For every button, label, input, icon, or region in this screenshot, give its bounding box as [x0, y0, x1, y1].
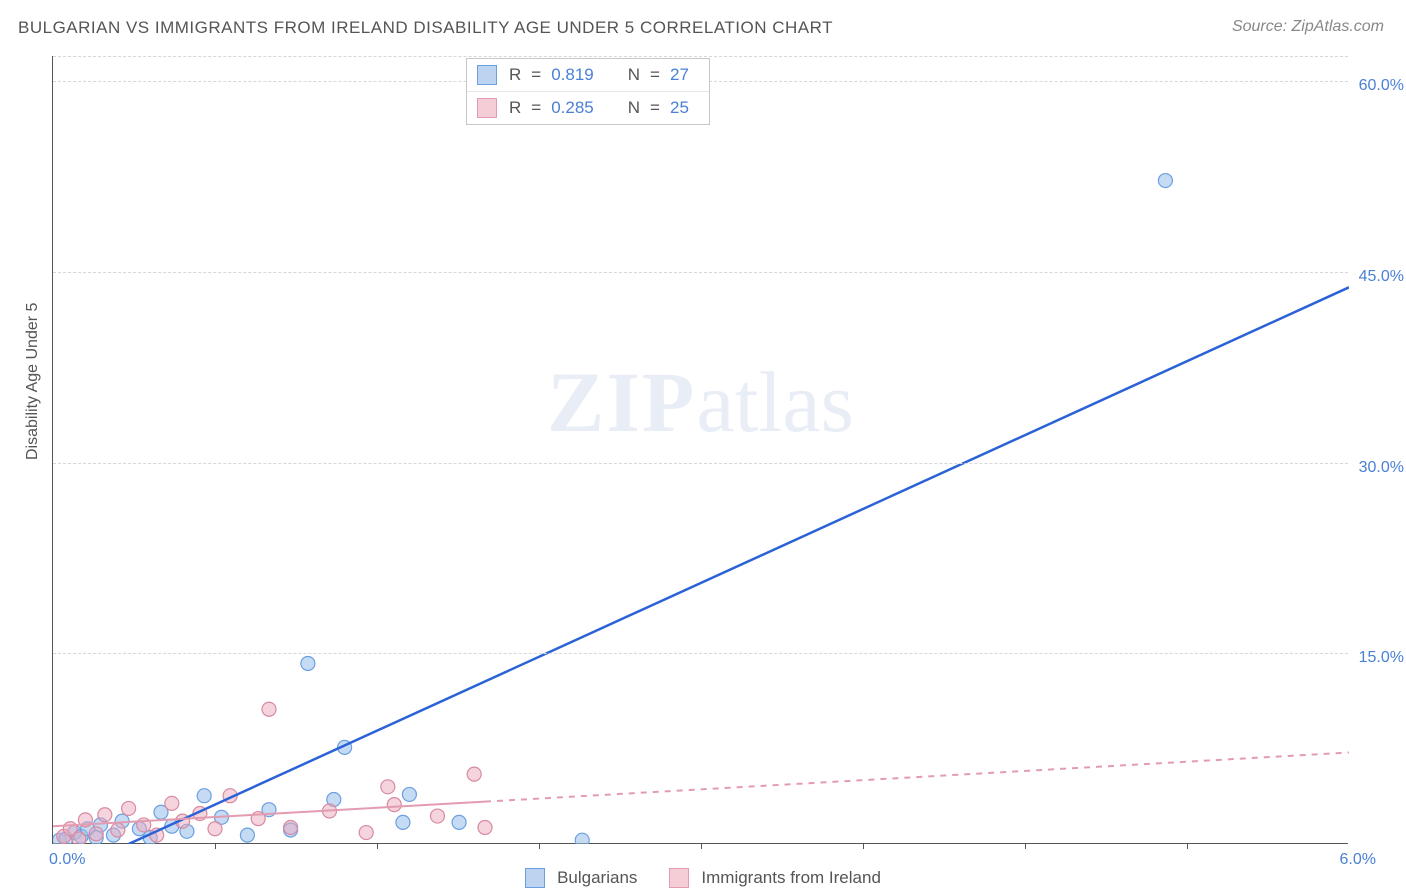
- y-tick-label: 30.0%: [1359, 459, 1404, 477]
- x-tick: [701, 843, 702, 849]
- x-tick: [377, 843, 378, 849]
- data-point: [72, 832, 86, 844]
- data-point: [111, 823, 125, 837]
- data-point: [402, 787, 416, 801]
- x-tick: [539, 843, 540, 849]
- series-legend: Bulgarians Immigrants from Ireland: [0, 868, 1406, 888]
- data-point: [240, 828, 254, 842]
- gridline: [53, 653, 1348, 654]
- data-point: [467, 767, 481, 781]
- data-point: [381, 780, 395, 794]
- legend-n-value: 27: [670, 65, 689, 85]
- series-legend-item: Bulgarians: [525, 868, 637, 888]
- legend-n-label: N: [628, 65, 640, 85]
- data-point: [262, 702, 276, 716]
- legend-eq: =: [531, 65, 541, 85]
- plot-area: ZIPatlas 0.0% 6.0% 15.0%30.0%45.0%60.0%: [52, 56, 1348, 844]
- x-tick: [1025, 843, 1026, 849]
- legend-n-value: 25: [670, 98, 689, 118]
- data-point: [396, 815, 410, 829]
- legend-swatch: [525, 868, 545, 888]
- legend-eq: =: [531, 98, 541, 118]
- legend-eq: =: [650, 98, 660, 118]
- gridline: [53, 463, 1348, 464]
- legend-swatch: [669, 868, 689, 888]
- legend-eq: =: [650, 65, 660, 85]
- data-point: [197, 789, 211, 803]
- x-tick: [1187, 843, 1188, 849]
- correlation-legend: R = 0.819 N = 27 R = 0.285 N = 25: [466, 58, 710, 125]
- legend-r-label: R: [509, 98, 521, 118]
- series-legend-item: Immigrants from Ireland: [669, 868, 881, 888]
- data-point: [165, 796, 179, 810]
- y-tick-label: 60.0%: [1359, 77, 1404, 95]
- data-point: [478, 820, 492, 834]
- legend-n-label: N: [628, 98, 640, 118]
- y-tick-label: 15.0%: [1359, 649, 1404, 667]
- data-point: [430, 809, 444, 823]
- legend-r-value: 0.819: [551, 65, 594, 85]
- legend-r-label: R: [509, 65, 521, 85]
- data-point: [208, 822, 222, 836]
- series-legend-label: Immigrants from Ireland: [701, 868, 881, 888]
- x-tick: [215, 843, 216, 849]
- x-axis-origin-label: 0.0%: [49, 851, 85, 869]
- series-legend-label: Bulgarians: [557, 868, 637, 888]
- gridline: [53, 272, 1348, 273]
- data-point: [284, 820, 298, 834]
- trend-line: [129, 287, 1349, 844]
- data-point: [387, 798, 401, 812]
- data-point: [89, 827, 103, 841]
- y-tick-label: 45.0%: [1359, 268, 1404, 286]
- trend-line: [485, 752, 1349, 801]
- data-point: [98, 808, 112, 822]
- gridline: [53, 56, 1348, 57]
- data-point: [452, 815, 466, 829]
- chart-title: BULGARIAN VS IMMIGRANTS FROM IRELAND DIS…: [18, 18, 833, 38]
- data-point: [1158, 174, 1172, 188]
- x-tick: [863, 843, 864, 849]
- correlation-legend-row: R = 0.819 N = 27: [467, 59, 709, 91]
- legend-r-value: 0.285: [551, 98, 594, 118]
- y-axis-label: Disability Age Under 5: [24, 303, 42, 460]
- plot-svg: [53, 56, 1349, 844]
- data-point: [575, 833, 589, 844]
- source-label: Source: ZipAtlas.com: [1232, 18, 1384, 36]
- legend-swatch: [477, 98, 497, 118]
- data-point: [359, 826, 373, 840]
- legend-swatch: [477, 65, 497, 85]
- correlation-legend-row: R = 0.285 N = 25: [467, 91, 709, 124]
- x-axis-max-label: 6.0%: [1340, 851, 1376, 869]
- data-point: [122, 801, 136, 815]
- data-point: [301, 657, 315, 671]
- chart-container: BULGARIAN VS IMMIGRANTS FROM IRELAND DIS…: [0, 0, 1406, 892]
